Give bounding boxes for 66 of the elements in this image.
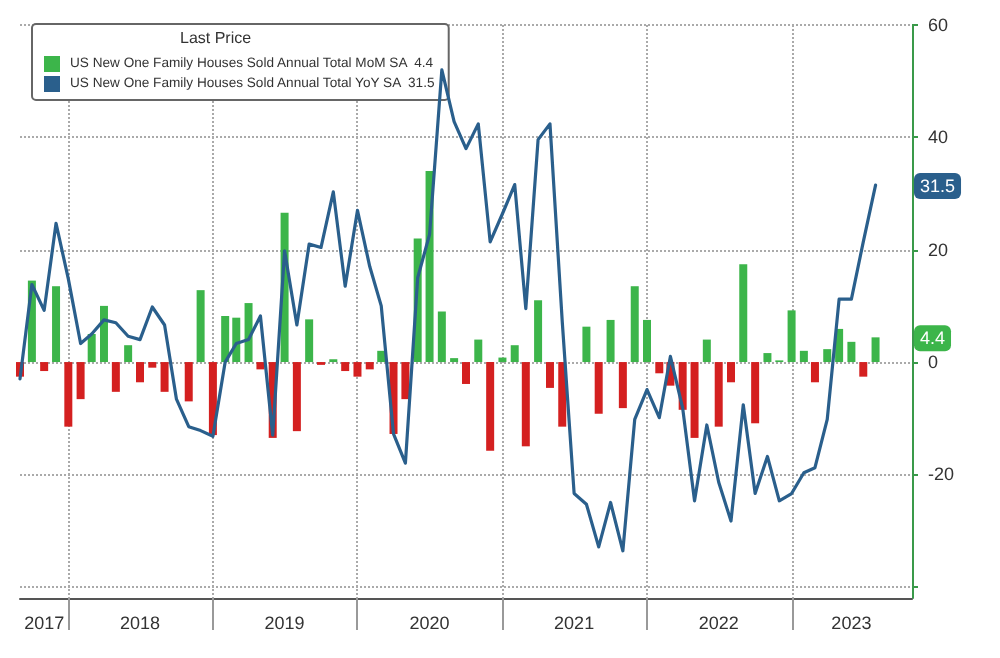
bar: [124, 345, 133, 363]
bar: [582, 326, 591, 363]
bar: [244, 303, 253, 363]
bar: [618, 362, 627, 409]
bar: [799, 350, 808, 363]
bar: [437, 311, 446, 363]
bar: [787, 310, 796, 363]
bar: [136, 362, 145, 383]
bar: [751, 362, 760, 424]
bar: [739, 264, 748, 363]
bar: [365, 362, 374, 370]
legend-title: Last Price: [180, 29, 253, 47]
x-tick-label: 2020: [409, 613, 450, 633]
bar: [606, 319, 615, 363]
y-tick-label: 0: [928, 352, 939, 373]
bar: [810, 362, 819, 383]
x-tick-label: 2018: [119, 613, 161, 633]
bar: [630, 286, 639, 363]
bar: [714, 362, 723, 427]
text: 4.4: [920, 328, 946, 349]
y-tick-label: -20: [928, 464, 955, 485]
bar: [643, 319, 652, 363]
bar: [534, 300, 543, 363]
bar: [87, 333, 96, 363]
x-tick-label: 2022: [698, 613, 739, 633]
bar: [486, 362, 495, 451]
bar: [462, 362, 470, 384]
x-tick-label: 2021: [554, 613, 595, 633]
bar: [341, 362, 350, 372]
bar: [510, 345, 519, 363]
y-tick-label: 40: [928, 127, 949, 148]
bar: [558, 362, 567, 427]
x-tick-label: 2019: [264, 613, 305, 633]
bar: [305, 319, 314, 363]
x-tick-label: 2017: [24, 613, 65, 633]
bar: [160, 362, 169, 392]
bar: [184, 362, 193, 402]
bar: [871, 337, 880, 363]
bar: [823, 349, 832, 363]
bar: [52, 286, 61, 363]
bar: [196, 290, 205, 363]
bar: [702, 339, 711, 363]
text: 31.5: [920, 176, 956, 197]
bar: [690, 362, 699, 438]
bar: [545, 362, 554, 388]
bar: [256, 362, 265, 370]
bar: [847, 341, 856, 363]
bar: [64, 362, 73, 427]
x-tick-label: 2023: [831, 613, 872, 633]
bar: [292, 362, 301, 432]
line-series: [18, 68, 878, 553]
bar: [377, 350, 386, 363]
bar: [111, 362, 120, 392]
y-tick-label: 60: [928, 15, 949, 35]
bar: [521, 362, 530, 447]
bar: [726, 362, 735, 383]
bar: [76, 362, 85, 400]
bar: [353, 362, 362, 377]
bar: [763, 353, 772, 363]
bar: [594, 362, 603, 414]
bar: [99, 305, 108, 363]
y-tick-label: 20: [928, 239, 949, 260]
bar: [148, 362, 157, 368]
bar: [859, 362, 868, 377]
bar: [40, 362, 49, 372]
bar: [474, 339, 483, 363]
